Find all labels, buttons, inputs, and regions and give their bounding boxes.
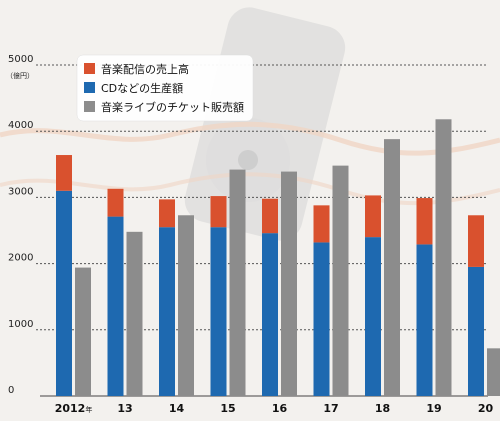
y-tick-label: 2000 — [8, 253, 33, 264]
music-wave-decoration — [0, 121, 500, 156]
bar-music-download — [56, 155, 72, 191]
legend-label: 音楽ライブのチケット販売額 — [101, 100, 244, 114]
bar-music-download — [313, 205, 330, 243]
y-tick-label: 1000 — [8, 319, 33, 330]
bar-music-download — [365, 195, 381, 238]
bar-music-download — [210, 196, 227, 228]
x-tick-label: 13 — [117, 402, 132, 415]
bar-music-download — [262, 198, 278, 234]
bar-cd-production — [365, 237, 381, 396]
x-tick-label: 15 — [220, 402, 235, 415]
legend-label: 音楽配信の売上高 — [101, 62, 189, 76]
bar-cd-production — [159, 227, 175, 396]
bar-live-ticket — [229, 169, 246, 396]
legend-swatch — [84, 82, 95, 93]
bars — [56, 119, 500, 397]
bar-cd-production — [416, 244, 433, 396]
music-wave-decoration-2 — [0, 172, 500, 206]
x-tick-label: 2012年 — [55, 402, 93, 415]
legend-box — [76, 54, 254, 122]
x-tick-label: 18 — [375, 402, 390, 415]
bar-cd-production — [468, 266, 484, 396]
bar-music-download — [159, 199, 175, 228]
bar-cd-production — [56, 190, 72, 396]
bar-music-download — [468, 215, 484, 267]
bar-live-ticket — [435, 119, 452, 396]
legend-swatch — [84, 63, 95, 74]
bar-music-download — [107, 188, 124, 217]
y-tick-label: 0 — [8, 385, 14, 396]
bar-music-download — [416, 198, 433, 245]
x-axis: 2012年 13 14 15 16 17 18 19 20 — [55, 402, 494, 415]
y-tick-label: 5000 — [8, 54, 33, 65]
legend-swatch — [84, 101, 95, 112]
y-tick-label: 3000 — [8, 186, 33, 197]
bar-cd-production — [313, 242, 330, 396]
bar-live-ticket — [126, 231, 143, 396]
y-axis: （億円） 0 1000 2000 3000 4000 5000 — [6, 54, 34, 396]
bar-live-ticket — [75, 267, 91, 396]
y-axis-unit: （億円） — [6, 71, 34, 80]
bar-live-ticket — [178, 215, 194, 396]
x-tick-label-suffix: 年 — [85, 405, 92, 414]
bar-cd-production — [262, 233, 278, 396]
bar-cd-production — [107, 216, 124, 396]
bar-live-ticket — [281, 171, 297, 396]
x-tick-label: 16 — [272, 402, 288, 415]
y-tick-label: 4000 — [8, 120, 33, 131]
x-tick-label: 19 — [426, 402, 441, 415]
x-tick-label: 20 — [478, 402, 494, 415]
legend-label: CDなどの生産額 — [101, 81, 183, 95]
cd-disc-hole — [238, 150, 258, 170]
bar-live-ticket — [487, 348, 500, 396]
bar-live-ticket — [332, 165, 349, 396]
bar-live-ticket — [384, 139, 400, 397]
x-tick-label: 17 — [323, 402, 338, 415]
x-tick-label: 14 — [169, 402, 185, 415]
bar-cd-production — [210, 227, 227, 396]
